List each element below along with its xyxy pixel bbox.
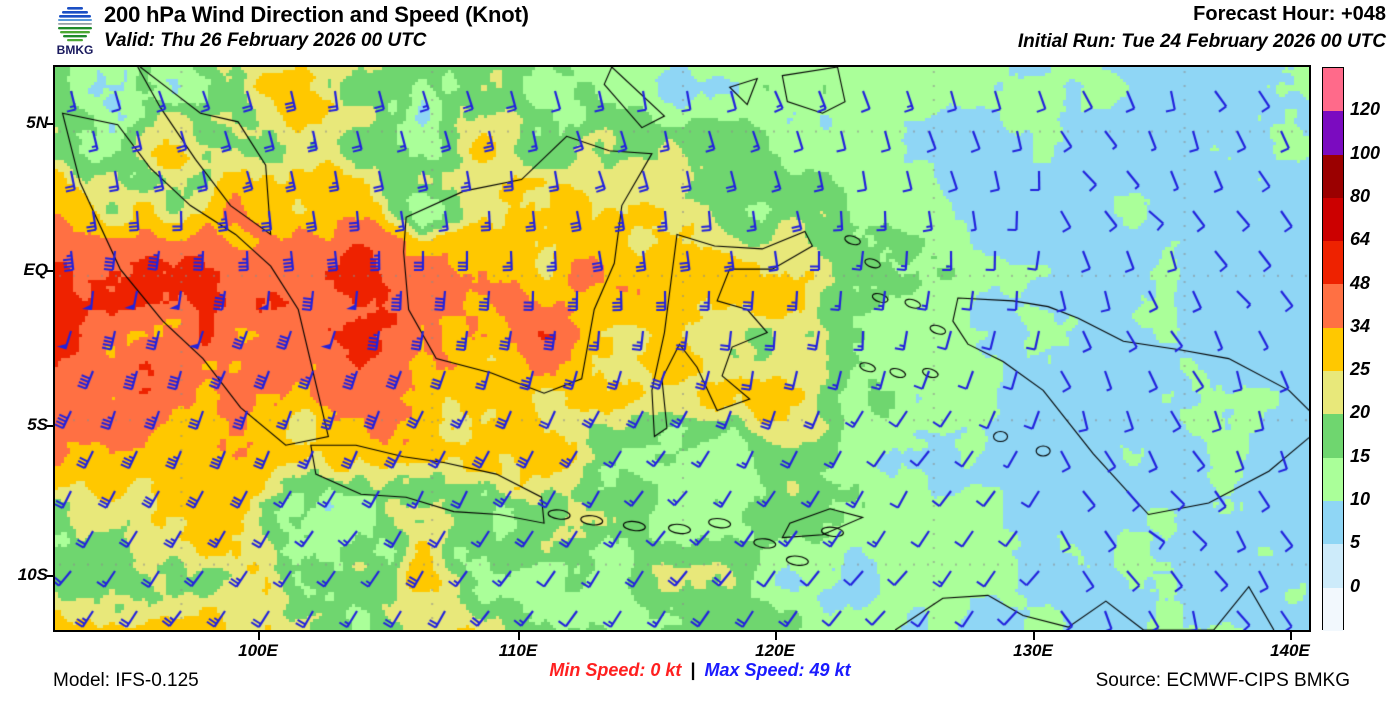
colorbar-tick-25: 25 — [1350, 359, 1371, 380]
lat-tick — [47, 123, 55, 125]
lon-tick — [258, 632, 260, 640]
colorbar-tick-5: 5 — [1350, 532, 1361, 553]
colorbar-tick-34: 34 — [1350, 315, 1371, 336]
page-title: 200 hPa Wind Direction and Speed (Knot) — [104, 2, 529, 27]
colorbar-band-6 — [1323, 327, 1343, 372]
max-speed-value: Max Speed: 49 kt — [704, 660, 851, 680]
colorbar-band-3 — [1323, 457, 1343, 501]
colorbar-tick-10: 10 — [1350, 489, 1371, 510]
colorbar-band-1 — [1323, 544, 1343, 588]
colorbar-band-0 — [1323, 587, 1343, 631]
colorbar-tick-20: 20 — [1350, 402, 1371, 423]
colorbar-band-2 — [1323, 500, 1343, 545]
lon-label-140e: 140E — [1270, 641, 1310, 660]
colorbar-band-8 — [1323, 241, 1343, 285]
valid-time-label: Valid: Thu 26 February 2026 00 UTC — [104, 30, 427, 51]
min-speed-value: Min Speed: 0 kt — [549, 660, 682, 680]
lon-tick — [1033, 632, 1035, 640]
colorbar-tick-100: 100 — [1350, 142, 1381, 163]
lon-tick — [518, 632, 520, 640]
colorbar-band-12 — [1323, 68, 1343, 112]
speed-separator: | — [690, 660, 696, 680]
colorbar — [1322, 67, 1344, 631]
colorbar-band-5 — [1323, 371, 1343, 415]
weather-map[interactable]: Copyright Sub Bidang Prediksi Cuaca BMKG… — [53, 65, 1311, 632]
lat-label-10s: 10S — [17, 565, 48, 584]
source-label: Source: ECMWF-CIPS BMKG — [1095, 670, 1350, 691]
colorbar-band-9 — [1323, 197, 1343, 242]
lat-tick — [47, 425, 55, 427]
lat-tick — [47, 270, 55, 272]
lon-tick — [775, 632, 777, 640]
lon-label-110e: 110E — [498, 641, 538, 660]
lat-tick — [47, 575, 55, 577]
initial-run-label: Initial Run: Tue 24 February 2026 00 UTC — [1017, 31, 1386, 52]
colorbar-band-7 — [1323, 284, 1343, 328]
colorbar-band-4 — [1323, 414, 1343, 458]
model-label: Model: IFS-0.125 — [53, 670, 199, 691]
wind-speed-contour-canvas — [55, 67, 1309, 630]
svg-text:BMKG: BMKG — [57, 43, 94, 57]
lat-label-5n: 5N — [26, 113, 48, 132]
colorbar-tick-0: 0 — [1350, 575, 1361, 596]
lat-label-5s: 5S — [27, 415, 48, 434]
forecast-hour-label: Forecast Hour: +048 — [1193, 3, 1386, 25]
colorbar-tick-64: 64 — [1350, 229, 1371, 250]
lon-tick — [1290, 632, 1292, 640]
colorbar-tick-120: 120 — [1350, 99, 1381, 120]
speed-summary: Min Speed: 0 kt | Max Speed: 49 kt — [0, 660, 1400, 681]
colorbar-tick-15: 15 — [1350, 445, 1371, 466]
lon-label-120e: 120E — [755, 641, 795, 660]
header: BMKG 200 hPa Wind Direction and Speed (K… — [0, 0, 1400, 60]
bmkg-logo: BMKG — [47, 1, 103, 57]
colorbar-band-10 — [1323, 154, 1343, 198]
lon-label-130e: 130E — [1013, 641, 1053, 660]
colorbar-tick-48: 48 — [1350, 272, 1371, 293]
lon-label-100e: 100E — [238, 641, 278, 660]
colorbar-band-11 — [1323, 111, 1343, 155]
colorbar-tick-80: 80 — [1350, 185, 1371, 206]
lat-label-eq: EQ — [23, 260, 48, 279]
